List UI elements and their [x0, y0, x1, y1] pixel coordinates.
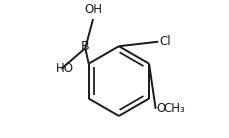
Text: OH: OH — [84, 3, 102, 16]
Text: HO: HO — [56, 62, 74, 75]
Text: Cl: Cl — [159, 35, 170, 48]
Text: B: B — [80, 40, 89, 53]
Text: O: O — [156, 102, 165, 115]
Text: CH₃: CH₃ — [163, 102, 185, 115]
